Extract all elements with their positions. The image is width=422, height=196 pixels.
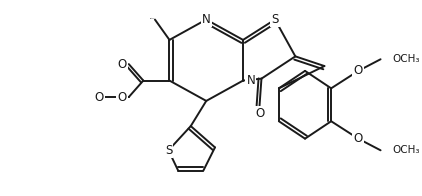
Text: O: O [255, 107, 264, 120]
Text: S: S [165, 144, 172, 157]
Text: OCH₃: OCH₃ [392, 145, 420, 155]
Text: S: S [271, 13, 279, 26]
Text: O: O [354, 64, 363, 77]
Text: N: N [246, 74, 255, 87]
Text: O: O [117, 58, 127, 71]
Text: O: O [117, 91, 127, 103]
Text: OCH₃: OCH₃ [392, 54, 420, 64]
Text: methyl: methyl [149, 18, 154, 19]
Text: N: N [202, 13, 211, 26]
Text: O: O [354, 132, 363, 145]
Text: O: O [94, 91, 103, 103]
